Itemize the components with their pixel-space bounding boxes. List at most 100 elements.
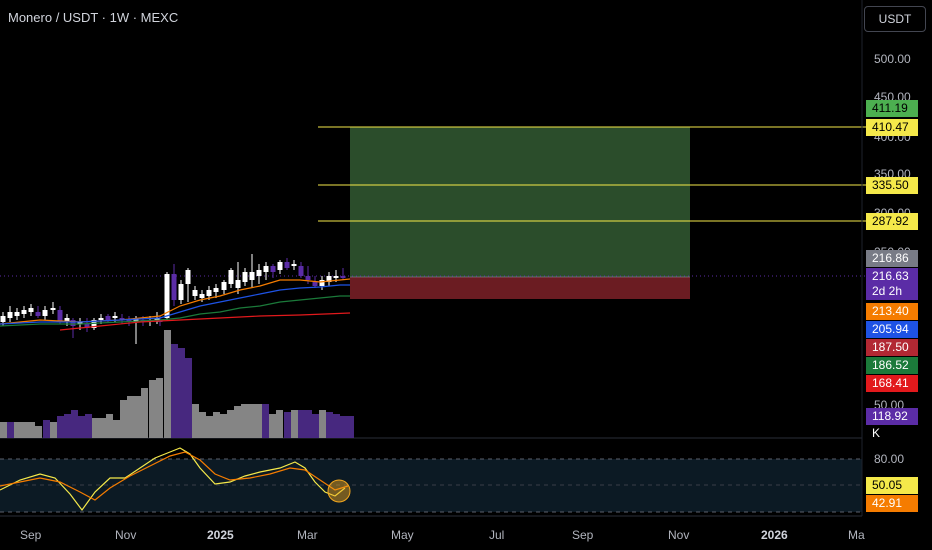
- ema-blue-badge: 205.94: [866, 321, 918, 338]
- symbol-title[interactable]: Monero / USDT · 1W · MEXC: [8, 10, 179, 25]
- volume-bar: [227, 410, 234, 438]
- stoch-d-badge: 42.91: [866, 495, 918, 512]
- volume-bar: [127, 396, 134, 438]
- currency-button[interactable]: USDT: [864, 6, 926, 32]
- candle-body: [256, 270, 262, 276]
- candle-body: [91, 320, 97, 328]
- volume-bar: [213, 412, 220, 438]
- stoch-d-line: [0, 451, 349, 501]
- volume-bar: [106, 414, 113, 438]
- volume-bar: [156, 378, 163, 438]
- price-tick: 500.00: [874, 52, 911, 66]
- volume-bar: [234, 406, 241, 438]
- volume-bar: [21, 422, 28, 438]
- volume-bar: [35, 426, 42, 438]
- candle-body: [213, 288, 219, 292]
- target-price-badge: 411.19: [866, 100, 918, 117]
- stoch-cross-marker: [327, 479, 351, 503]
- volume-bar: [192, 404, 199, 438]
- candle-body: [206, 290, 212, 296]
- time-label: Nov: [668, 528, 690, 542]
- candle-body: [263, 266, 269, 272]
- candle-body: [298, 266, 304, 276]
- volume-bar: [78, 416, 85, 438]
- last-price-badge: 216.63: [866, 268, 918, 285]
- candle-body: [64, 318, 70, 322]
- stop-zone: [350, 277, 690, 299]
- time-label: 2025: [207, 528, 234, 542]
- volume-bar: [220, 414, 227, 438]
- candle-body: [21, 310, 27, 314]
- volume-bar: [291, 410, 298, 438]
- volume-bar: [347, 416, 354, 438]
- volume-bar: [14, 422, 21, 438]
- candle-body: [133, 318, 139, 322]
- candle-body: [7, 312, 13, 318]
- ema-green-badge: 186.52: [866, 357, 918, 374]
- candle-body: [14, 312, 20, 316]
- candle-body: [105, 316, 111, 320]
- candle-body: [199, 294, 205, 298]
- time-label: 2026: [761, 528, 788, 542]
- volume-bar: [241, 404, 248, 438]
- volume-bar: [269, 414, 276, 438]
- candle-body: [154, 318, 160, 320]
- volume-bar: [305, 410, 312, 438]
- candle-body: [228, 270, 234, 284]
- volume-bar: [57, 416, 64, 438]
- candle-body: [164, 274, 170, 318]
- candle-body: [57, 310, 63, 322]
- candle-body: [235, 280, 241, 288]
- volume-bar: [113, 420, 120, 438]
- volume-bar: [326, 412, 333, 438]
- level-badge: 287.92: [866, 213, 918, 230]
- candle-body: [221, 282, 227, 290]
- candle-body: [98, 318, 104, 320]
- target-zone: [350, 127, 690, 277]
- oscillator-band: [0, 459, 862, 512]
- volume-bar: [284, 412, 291, 438]
- candle-body: [319, 280, 325, 286]
- candle-body: [333, 276, 339, 278]
- volume-bar: [71, 410, 78, 438]
- candle-body: [42, 310, 48, 316]
- volume-bar: [185, 358, 192, 438]
- candle-body: [192, 290, 198, 296]
- volume-bar: [92, 418, 99, 438]
- volume-bar: [312, 414, 319, 438]
- candle-body: [35, 312, 41, 316]
- volume-bar: [276, 410, 283, 438]
- time-label: Ma: [848, 528, 865, 542]
- time-label: Nov: [115, 528, 137, 542]
- volume-bar: [28, 422, 35, 438]
- ema-red-line: [59, 312, 351, 331]
- entry-price-badge: 216.86: [866, 250, 918, 267]
- candle-body: [70, 320, 76, 326]
- volume-bar: [199, 412, 206, 438]
- ema-orange-badge: 213.40: [866, 303, 918, 320]
- time-label: May: [391, 528, 414, 542]
- candle-body: [185, 270, 191, 284]
- volume-bar: [178, 348, 185, 438]
- candle-body: [77, 322, 83, 324]
- volume-bar: [85, 414, 92, 438]
- volume-bar: [298, 410, 305, 438]
- volume-bar: [206, 416, 213, 438]
- volume-bar: [171, 344, 178, 438]
- candle-body: [50, 308, 56, 310]
- volume-badge: 118.92 K: [866, 408, 918, 440]
- candle-body: [291, 264, 297, 266]
- stop-price-badge: 187.50: [866, 339, 918, 356]
- volume-bar: [120, 400, 127, 438]
- candle-body: [305, 276, 311, 280]
- time-label: Mar: [297, 528, 318, 542]
- candle-body: [28, 308, 34, 312]
- volume-bar: [333, 414, 340, 438]
- volume-bar: [43, 420, 50, 438]
- candle-body: [84, 324, 90, 328]
- volume-bar: [248, 404, 255, 438]
- time-label: Sep: [572, 528, 594, 542]
- candle-body: [312, 282, 318, 286]
- ema-blue-line: [0, 284, 350, 325]
